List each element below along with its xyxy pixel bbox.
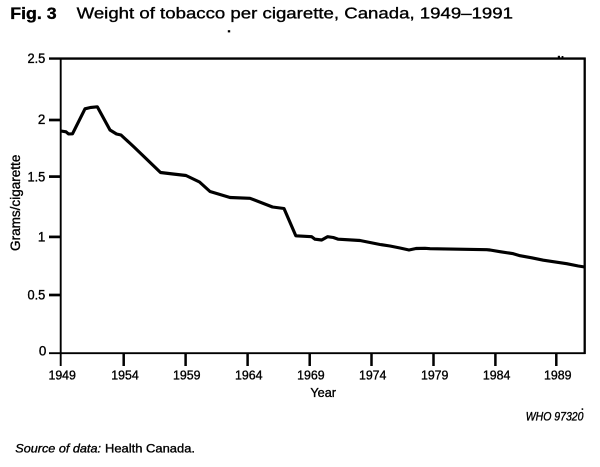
svg-text:1959: 1959 <box>173 368 201 383</box>
svg-text:Weight of tobacco per cigarett: Weight of tobacco per cigarette, Canada,… <box>77 6 514 23</box>
svg-text:1964: 1964 <box>235 368 263 383</box>
svg-text:Grams/cigarette: Grams/cigarette <box>8 155 23 251</box>
svg-text:1979: 1979 <box>421 368 449 383</box>
svg-text:Year: Year <box>310 386 336 400</box>
svg-text:2: 2 <box>38 112 45 127</box>
svg-text:1.5: 1.5 <box>28 169 46 184</box>
svg-text:1984: 1984 <box>483 368 511 383</box>
svg-text:0.5: 0.5 <box>28 288 46 303</box>
svg-text:2.5: 2.5 <box>28 51 46 66</box>
svg-text:Health Canada.: Health Canada. <box>105 442 195 456</box>
svg-text:WHO 97320: WHO 97320 <box>526 412 584 424</box>
svg-text:1954: 1954 <box>111 368 139 383</box>
svg-text:1974: 1974 <box>359 368 387 383</box>
svg-text:Source of data:: Source of data: <box>15 442 101 456</box>
svg-text:Fig. 3: Fig. 3 <box>10 5 56 23</box>
svg-text:1: 1 <box>38 230 45 245</box>
svg-text:1949: 1949 <box>48 368 76 383</box>
svg-text:1969: 1969 <box>297 368 325 383</box>
svg-text:0: 0 <box>39 343 46 358</box>
svg-text:1989: 1989 <box>544 368 572 383</box>
